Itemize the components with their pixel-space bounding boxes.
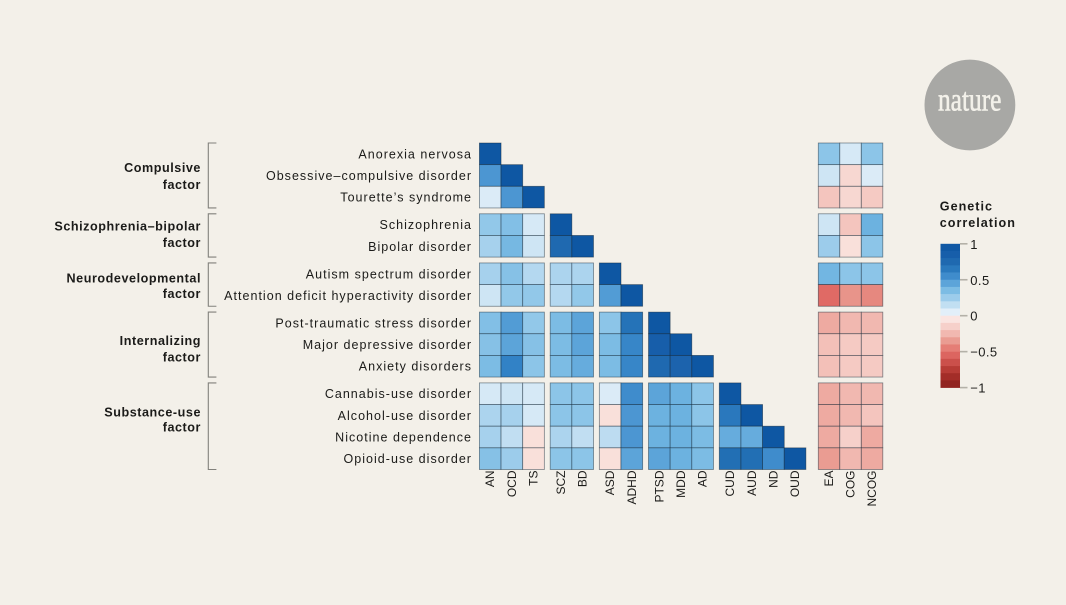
svg-text:AD: AD: [696, 470, 710, 487]
svg-text:Schizophrenia–bipolar: Schizophrenia–bipolar: [54, 219, 201, 233]
svg-text:Cannabis-use disorder: Cannabis-use disorder: [325, 387, 472, 401]
svg-text:Anorexia nervosa: Anorexia nervosa: [358, 147, 472, 161]
svg-text:factor: factor: [163, 351, 201, 365]
svg-text:ND: ND: [766, 470, 780, 488]
svg-text:Opioid-use disorder: Opioid-use disorder: [344, 452, 472, 466]
svg-text:Obsessive–compulsive disorder: Obsessive–compulsive disorder: [266, 169, 472, 183]
svg-text:OUD: OUD: [788, 470, 802, 497]
svg-text:TS: TS: [527, 471, 541, 486]
svg-text:Schizophrenia: Schizophrenia: [380, 218, 472, 232]
svg-text:PTSD: PTSD: [652, 470, 666, 502]
svg-text:EA: EA: [822, 471, 836, 487]
svg-text:Autism spectrum disorder: Autism spectrum disorder: [306, 267, 472, 281]
svg-text:Major depressive disorder: Major depressive disorder: [303, 338, 472, 352]
svg-text:Nicotine dependence: Nicotine dependence: [335, 431, 472, 445]
svg-text:Substance-use: Substance-use: [104, 406, 201, 420]
svg-text:NCOG: NCOG: [865, 471, 879, 507]
svg-text:0.5: 0.5: [970, 273, 989, 288]
svg-text:SCZ: SCZ: [554, 471, 568, 495]
svg-text:AUD: AUD: [745, 470, 759, 496]
svg-text:factor: factor: [163, 287, 201, 301]
svg-text:OCD: OCD: [505, 470, 519, 497]
svg-text:correlation: correlation: [940, 216, 1016, 230]
svg-text:CUD: CUD: [723, 470, 737, 496]
svg-text:Bipolar disorder: Bipolar disorder: [368, 240, 472, 254]
svg-text:COG: COG: [844, 471, 858, 498]
svg-text:Neurodevelopmental: Neurodevelopmental: [67, 271, 201, 285]
svg-text:Post-traumatic stress disorder: Post-traumatic stress disorder: [275, 316, 472, 330]
svg-text:BD: BD: [576, 470, 590, 487]
svg-text:1: 1: [970, 237, 978, 252]
svg-text:−0.5: −0.5: [970, 345, 997, 360]
svg-text:factor: factor: [163, 178, 201, 192]
svg-text:Compulsive: Compulsive: [124, 161, 201, 175]
svg-text:Genetic: Genetic: [940, 200, 993, 214]
svg-text:MDD: MDD: [674, 470, 688, 498]
svg-text:ASD: ASD: [603, 470, 617, 495]
svg-text:ADHD: ADHD: [625, 470, 639, 504]
svg-text:Anxiety disorders: Anxiety disorders: [359, 360, 472, 374]
svg-text:−1: −1: [970, 381, 986, 396]
svg-text:factor: factor: [163, 421, 201, 435]
svg-text:Internalizing: Internalizing: [120, 334, 201, 348]
svg-text:factor: factor: [163, 236, 201, 250]
svg-text:AN: AN: [483, 471, 497, 488]
svg-text:0: 0: [970, 309, 978, 324]
svg-text:Alcohol-use disorder: Alcohol-use disorder: [338, 409, 472, 423]
svg-text:Tourette’s syndrome: Tourette’s syndrome: [340, 191, 472, 205]
svg-text:nature: nature: [938, 82, 1001, 118]
svg-text:Attention deficit hyperactivit: Attention deficit hyperactivity disorder: [224, 289, 472, 303]
